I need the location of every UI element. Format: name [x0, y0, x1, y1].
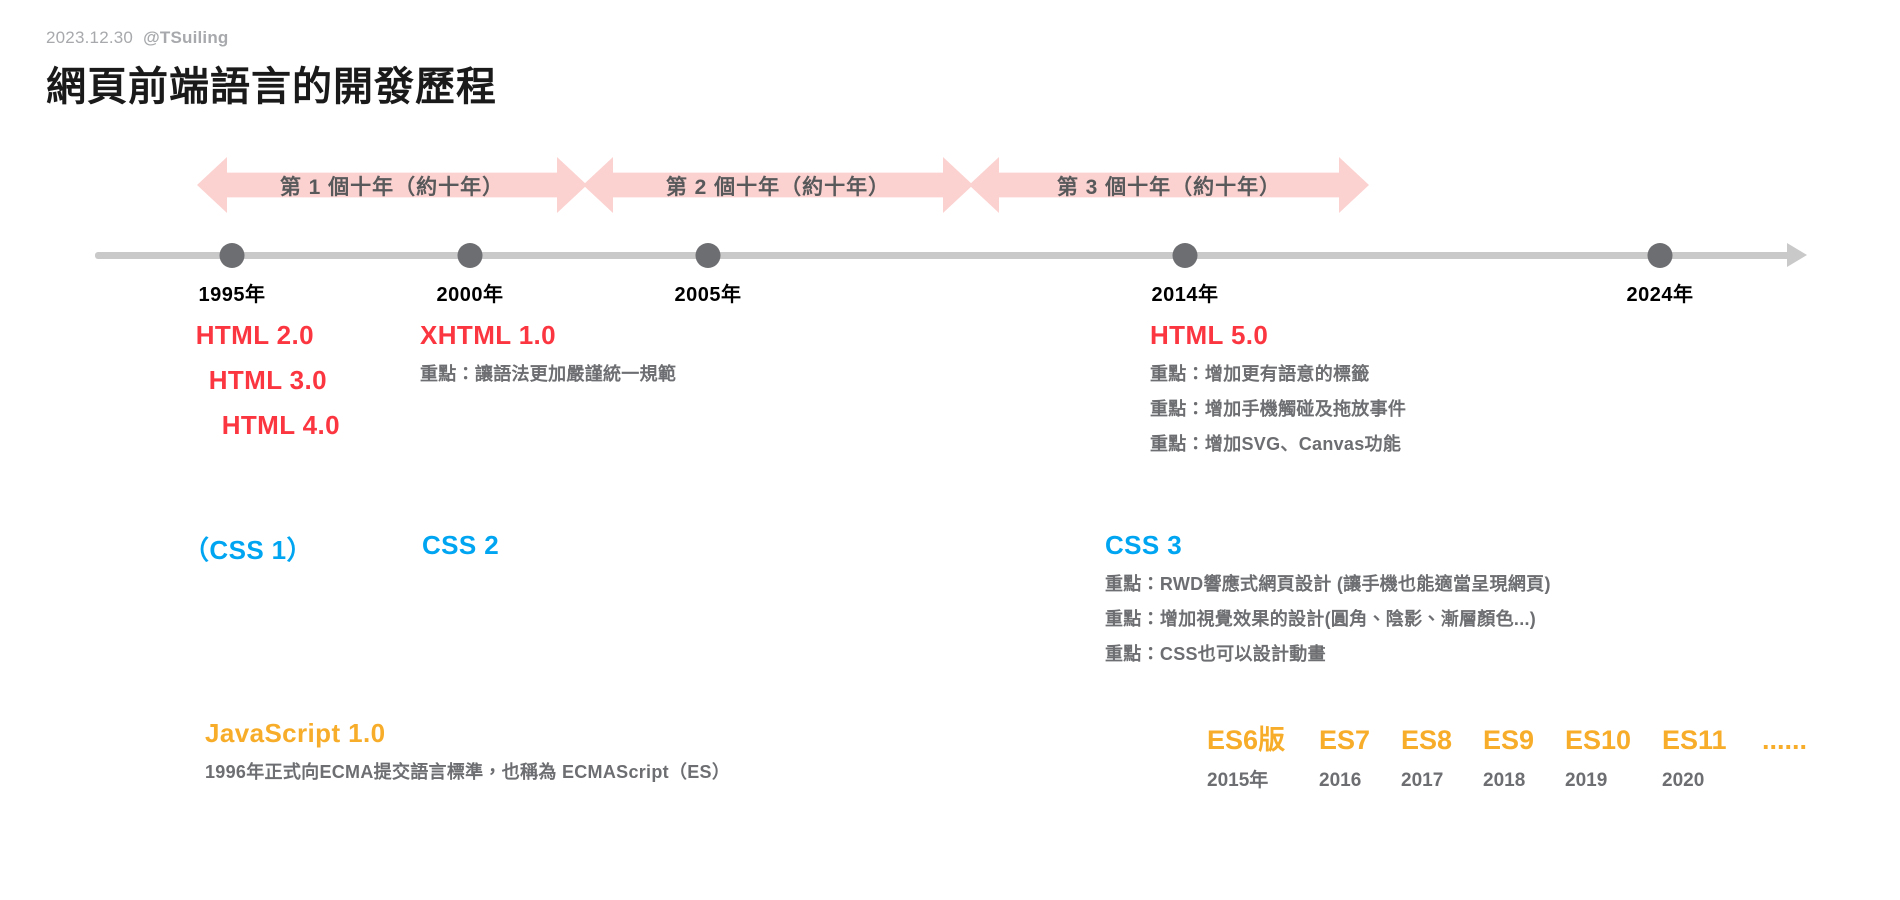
- bullet-javascript-1: 1996年正式向ECMA提交語言標準，也稱為 ECMAScript（ES）: [205, 762, 731, 782]
- timeline-dot-2000年[interactable]: [457, 243, 483, 268]
- decade-label-3: 第 3 個十年（約十年）: [1056, 176, 1282, 199]
- timeline-year-label-2000年: 2000年: [436, 284, 504, 306]
- timeline-dot-2005年[interactable]: [695, 243, 721, 268]
- header-meta: 2023.12.30 @TSuiling: [46, 28, 497, 48]
- block-title-css3: CSS 3: [1105, 530, 1183, 560]
- timeline-year-label-2024年: 2024年: [1626, 284, 1694, 306]
- es-year-2: 2016: [1319, 770, 1362, 791]
- es-year-1: 2015年: [1207, 770, 1269, 791]
- es-name-6: ES11: [1662, 725, 1727, 755]
- block-css1: （CSS 1）: [183, 530, 313, 567]
- timeline-year-label-1995年: 1995年: [198, 284, 266, 306]
- es-year-row: 2015年 2016 2017 2018 2019 2020: [1207, 765, 1807, 792]
- timeline-year-label-2005年: 2005年: [674, 284, 742, 306]
- publish-date: 2023.12.30: [46, 28, 134, 47]
- es-name-3: ES8: [1401, 725, 1453, 755]
- bullet-css3-1: 重點：RWD響應式網頁設計 (讓手機也能適當呈現網頁): [1105, 574, 1551, 594]
- page-title: 網頁前端語言的開發歷程: [46, 65, 497, 109]
- page-header: 2023.12.30 @TSuiling 網頁前端語言的開發歷程: [46, 28, 497, 112]
- timeline-dot-2014年[interactable]: [1172, 243, 1198, 268]
- block-css3: CSS 3 重點：RWD響應式網頁設計 (讓手機也能適當呈現網頁) 重點：增加視…: [1105, 530, 1551, 666]
- es-year-4: 2018: [1483, 770, 1526, 791]
- es-name-2: ES7: [1319, 725, 1371, 755]
- html-early-line-2: HTML 3.0: [208, 365, 327, 395]
- decade-arrow-1: 第 1 個十年（約十年）: [197, 157, 587, 213]
- es-name-7: ......: [1762, 725, 1808, 755]
- es-year-5: 2019: [1565, 770, 1608, 791]
- decade-label-1: 第 1 個十年（約十年）: [279, 176, 505, 199]
- block-title-css2: CSS 2: [422, 530, 500, 560]
- bullet-css3-2: 重點：增加視覺效果的設計(圓角、陰影、漸層顏色...): [1105, 609, 1537, 629]
- decade-arrow-3: 第 3 個十年（約十年）: [969, 157, 1369, 213]
- author-handle: @TSuiling: [143, 28, 229, 47]
- es-year-6: 2020: [1662, 770, 1705, 791]
- block-es-versions: ES6版 ES7 ES8 ES9 ES10 ES11...... 2015年 2016 201…: [1207, 718, 1807, 792]
- timeline-dot-1995年[interactable]: [219, 243, 245, 268]
- block-title-xhtml: XHTML 1.0: [420, 320, 557, 350]
- block-css2: CSS 2: [422, 530, 499, 561]
- html-early-line-1: HTML 2.0: [195, 320, 314, 350]
- bullet-css3-3: 重點：CSS也可以設計動畫: [1105, 644, 1326, 664]
- block-xhtml: XHTML 1.0 重點：讓語法更加嚴謹統一規範: [420, 320, 676, 386]
- es-name-5: ES10: [1565, 725, 1632, 755]
- block-title-html5: HTML 5.0: [1150, 320, 1269, 350]
- es-year-3: 2017: [1401, 770, 1444, 791]
- block-title-javascript: JavaScript 1.0: [205, 718, 386, 748]
- es-name-4: ES9: [1483, 725, 1535, 755]
- es-name-row: ES6版 ES7 ES8 ES9 ES10 ES11......: [1207, 718, 1807, 757]
- decade-label-2: 第 2 個十年（約十年）: [665, 176, 891, 199]
- block-html-early: HTML 2.0 HTML 3.0 HTML 4.0: [150, 320, 340, 441]
- es-name-1: ES6版: [1207, 725, 1286, 755]
- block-javascript: JavaScript 1.0 1996年正式向ECMA提交語言標準，也稱為 EC…: [205, 718, 730, 784]
- timeline-axis-arrow-icon: [1787, 243, 1807, 267]
- html-early-line-3: HTML 4.0: [221, 410, 340, 440]
- timeline-dot-2024年[interactable]: [1647, 243, 1673, 268]
- bullet-html5-3: 重點：增加SVG、Canvas功能: [1150, 434, 1402, 454]
- timeline-axis: [95, 252, 1795, 259]
- timeline-year-label-2014年: 2014年: [1151, 284, 1219, 306]
- block-title-css1: （CSS 1）: [183, 535, 313, 565]
- bullet-html5-2: 重點：增加手機觸碰及拖放事件: [1150, 399, 1407, 419]
- decade-arrow-2: 第 2 個十年（約十年）: [583, 157, 973, 213]
- bullet-html5-1: 重點：增加更有語意的標籤: [1150, 364, 1370, 384]
- block-html5: HTML 5.0 重點：增加更有語意的標籤 重點：增加手機觸碰及拖放事件 重點：…: [1150, 320, 1406, 456]
- bullet-xhtml-1: 重點：讓語法更加嚴謹統一規範: [420, 364, 677, 384]
